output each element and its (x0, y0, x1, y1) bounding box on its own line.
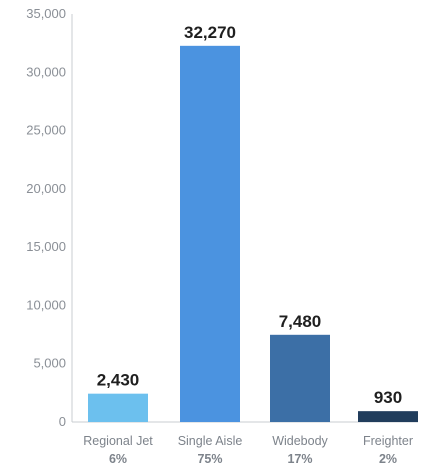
bar-freighter (358, 411, 418, 422)
category-labels: Regional Jet 6% Single Aisle 75% Widebody 17%… (83, 434, 413, 466)
y-tick-label: 10,000 (26, 297, 66, 312)
bar-widebody (270, 334, 330, 422)
data-label: 2,430 (97, 371, 140, 390)
category-label: Regional Jet (83, 434, 153, 448)
data-label: 32,270 (184, 23, 236, 42)
y-tick-label: 20,000 (26, 181, 66, 196)
y-tick-label: 0 (59, 414, 66, 429)
bar-single-aisle (180, 45, 240, 422)
category-label: Widebody (272, 434, 328, 448)
share-label: 75% (197, 452, 222, 466)
category-label: Freighter (363, 434, 413, 448)
bar-regional-jet (88, 393, 148, 422)
share-label: 17% (287, 452, 312, 466)
category-label: Single Aisle (178, 434, 243, 448)
y-tick-label: 25,000 (26, 123, 66, 138)
y-axis-ticks: 0 5,000 10,000 15,000 20,000 25,000 30,000 35,0… (26, 6, 66, 429)
y-tick-label: 35,000 (26, 6, 66, 21)
bars (88, 45, 418, 422)
share-label: 6% (109, 452, 127, 466)
y-tick-label: 30,000 (26, 64, 66, 79)
y-tick-label: 5,000 (33, 356, 66, 371)
data-label: 7,480 (279, 312, 322, 331)
data-label: 930 (374, 388, 402, 407)
share-label: 2% (379, 452, 397, 466)
data-labels: 2,430 32,270 7,480 930 (97, 23, 402, 407)
y-tick-label: 15,000 (26, 239, 66, 254)
